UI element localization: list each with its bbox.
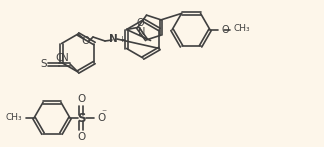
Text: N: N (109, 34, 117, 44)
Text: O: O (97, 113, 105, 123)
Text: ⁻: ⁻ (101, 108, 106, 118)
Text: CH₃: CH₃ (233, 24, 250, 33)
Text: N: N (138, 27, 145, 37)
Text: C: C (55, 52, 63, 62)
Text: S: S (77, 112, 85, 125)
Text: N: N (61, 53, 69, 63)
Text: O: O (82, 36, 90, 46)
Text: +: + (118, 35, 125, 44)
Text: O: O (77, 94, 85, 104)
Text: CH₃: CH₃ (6, 113, 22, 122)
Text: O: O (221, 25, 229, 35)
Text: S: S (40, 59, 47, 69)
Text: O: O (77, 132, 85, 142)
Text: O: O (137, 18, 145, 28)
